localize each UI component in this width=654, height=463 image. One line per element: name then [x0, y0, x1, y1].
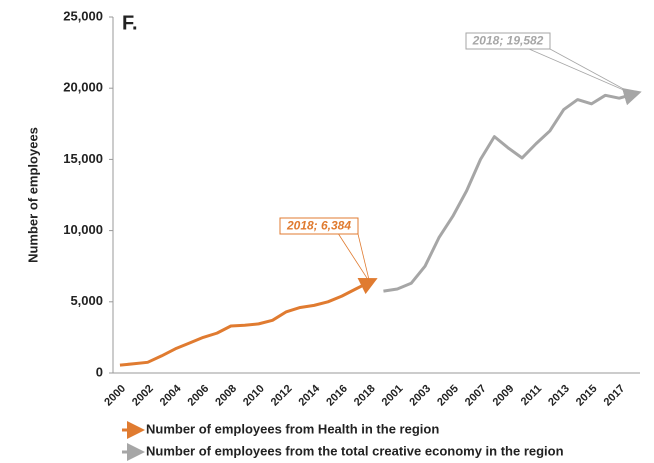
- x-tick-label: 2013: [546, 383, 572, 409]
- x-tick-label: 2017: [602, 383, 628, 409]
- x-tick-label: 2016: [324, 383, 350, 409]
- x-tick-label: 2006: [186, 383, 212, 409]
- callout-box: [279, 217, 359, 235]
- annotation: 2018; 19,582: [472, 34, 544, 48]
- x-tick-label: 2014: [296, 382, 322, 408]
- series-line: [383, 88, 642, 293]
- series-line: [119, 278, 378, 367]
- y-axis-label: Number of employees: [25, 127, 40, 263]
- x-tick-label: 2007: [463, 383, 489, 409]
- annotation: 2018; 6,384: [286, 219, 351, 233]
- callout-leader: [549, 48, 634, 95]
- callout-leader: [357, 233, 370, 283]
- x-tick-label: 2000: [102, 383, 128, 409]
- x-tick-label: 2003: [407, 383, 433, 409]
- x-tick-label: 2018: [352, 383, 378, 409]
- x-tick-label: 2005: [435, 383, 461, 409]
- x-tick-label: 2012: [269, 383, 295, 409]
- y-tick-label: 5,000: [70, 293, 103, 308]
- callout-leader: [338, 233, 370, 283]
- y-tick-label: 25,000: [63, 8, 103, 23]
- y-tick-label: 15,000: [63, 151, 103, 166]
- callout-box: [465, 32, 551, 50]
- x-tick-label: 2011: [519, 383, 544, 408]
- x-tick-label: 2010: [241, 383, 267, 409]
- y-tick-label: 10,000: [63, 222, 103, 237]
- y-tick-label: 20,000: [63, 80, 103, 95]
- x-tick-label: 2002: [130, 383, 156, 409]
- legend-label: Number of employees from the total creat…: [146, 443, 564, 458]
- x-tick-label: 2008: [213, 383, 239, 409]
- chart-title: F.: [122, 12, 138, 34]
- x-tick-label: 2015: [574, 383, 600, 409]
- x-tick-label: 2009: [491, 383, 517, 409]
- x-tick-label: 2001: [380, 383, 406, 409]
- callout-leader: [528, 48, 634, 95]
- y-tick-label: 0: [96, 364, 103, 379]
- x-tick-label: 2004: [158, 382, 184, 408]
- legend-label: Number of employees from Health in the r…: [146, 421, 439, 436]
